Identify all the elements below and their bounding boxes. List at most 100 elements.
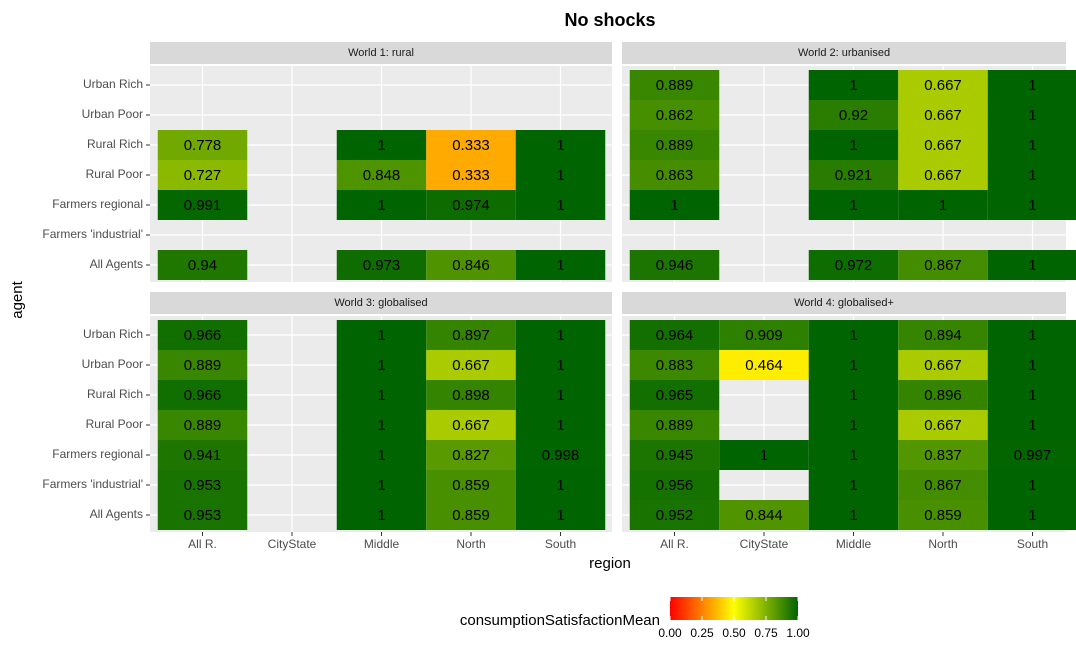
tile xyxy=(426,410,516,440)
tile xyxy=(898,250,988,280)
tile xyxy=(808,440,899,470)
y-tick-label: Farmers 'industrial' xyxy=(42,227,143,241)
tile xyxy=(898,160,988,190)
tile xyxy=(426,250,516,280)
y-tick-label: Urban Rich xyxy=(83,327,143,341)
tile xyxy=(515,500,606,530)
tile xyxy=(898,190,988,220)
tile-label: 0.972 xyxy=(835,257,873,274)
tile xyxy=(515,190,606,220)
x-tick-label: Middle xyxy=(364,537,400,551)
y-tick-label: Rural Rich xyxy=(87,387,143,401)
tile-label: 0.889 xyxy=(656,77,694,94)
tile-label: 1 xyxy=(939,197,947,214)
tile xyxy=(426,440,516,470)
tile-label: 1 xyxy=(670,197,678,214)
tile-label: 1 xyxy=(1028,357,1036,374)
tile-label: 0.945 xyxy=(656,447,694,464)
tile xyxy=(898,410,988,440)
y-tick-label: Urban Rich xyxy=(83,77,143,91)
tile xyxy=(987,380,1076,410)
tile-label: 1 xyxy=(377,327,385,344)
strip-label: World 4: globalised+ xyxy=(794,297,894,309)
y-axis-title: agent xyxy=(9,280,26,318)
tile-label: 0.667 xyxy=(924,77,962,94)
tile-label: 0.333 xyxy=(452,167,490,184)
tile-label: 1 xyxy=(556,477,564,494)
tile xyxy=(515,320,606,350)
tile-label: 0.965 xyxy=(656,387,694,404)
tile-label: 0.837 xyxy=(924,447,962,464)
tile-label: 1 xyxy=(1028,327,1036,344)
tile-label: 0.896 xyxy=(924,387,962,404)
tile-label: 1 xyxy=(849,417,857,434)
tile-label: 0.883 xyxy=(656,357,694,374)
y-tick-label: Farmers regional xyxy=(52,197,143,211)
tile-label: 1 xyxy=(1028,197,1036,214)
colorbar-tick-label: 0.75 xyxy=(754,626,778,640)
tile-label: 1 xyxy=(556,257,564,274)
tile-label: 1 xyxy=(849,477,857,494)
tile-label: 0.966 xyxy=(184,327,222,344)
tile xyxy=(157,250,248,280)
tile-label: 1 xyxy=(1028,477,1036,494)
y-tick-label: Urban Poor xyxy=(82,107,143,121)
tile-label: 0.667 xyxy=(924,357,962,374)
tile-label: 1 xyxy=(1028,387,1036,404)
tile xyxy=(719,500,809,530)
tile-label: 1 xyxy=(1028,137,1036,154)
tile-label: 0.827 xyxy=(452,447,490,464)
tile-label: 0.953 xyxy=(184,477,222,494)
tile-label: 1 xyxy=(556,327,564,344)
tile xyxy=(336,440,427,470)
tile-label: 0.859 xyxy=(924,507,962,524)
tile-label: 0.889 xyxy=(656,417,694,434)
tile xyxy=(629,100,720,130)
tile xyxy=(336,320,427,350)
tile xyxy=(426,160,516,190)
tile xyxy=(987,250,1076,280)
tile-label: 1 xyxy=(849,197,857,214)
tile-label: 0.846 xyxy=(452,257,490,274)
tile-label: 0.667 xyxy=(924,107,962,124)
tile xyxy=(629,130,720,160)
tile-label: 0.464 xyxy=(745,357,783,374)
tile xyxy=(987,70,1076,100)
tile-label: 1 xyxy=(556,417,564,434)
strip xyxy=(150,292,612,314)
tile xyxy=(987,500,1076,530)
tile-label: 0.92 xyxy=(839,107,868,124)
tile xyxy=(808,160,899,190)
tile-label: 0.941 xyxy=(184,447,222,464)
tile xyxy=(808,100,899,130)
tile xyxy=(629,410,720,440)
y-tick-label: All Agents xyxy=(90,507,143,521)
tile-label: 0.921 xyxy=(835,167,873,184)
tile xyxy=(515,470,606,500)
colorbar xyxy=(670,597,798,620)
tile xyxy=(157,410,248,440)
x-tick-label: North xyxy=(928,537,957,551)
tile xyxy=(629,160,720,190)
tile xyxy=(808,190,899,220)
tile-label: 0.848 xyxy=(363,167,401,184)
tile xyxy=(987,410,1076,440)
tile xyxy=(987,160,1076,190)
tile xyxy=(629,440,720,470)
strip xyxy=(622,42,1066,64)
x-tick-label: North xyxy=(456,537,485,551)
y-tick-label: All Agents xyxy=(90,257,143,271)
y-tick-label: Farmers 'industrial' xyxy=(42,477,143,491)
tile xyxy=(808,70,899,100)
tile xyxy=(157,320,248,350)
tile xyxy=(629,320,720,350)
tile xyxy=(808,500,899,530)
tile-label: 0.998 xyxy=(542,447,580,464)
legend-title: consumptionSatisfactionMean xyxy=(460,612,660,629)
tile xyxy=(629,70,720,100)
tile-label: 1 xyxy=(849,447,857,464)
tile-label: 1 xyxy=(377,477,385,494)
tile xyxy=(515,160,606,190)
tile-label: 0.991 xyxy=(184,197,222,214)
tile xyxy=(426,470,516,500)
